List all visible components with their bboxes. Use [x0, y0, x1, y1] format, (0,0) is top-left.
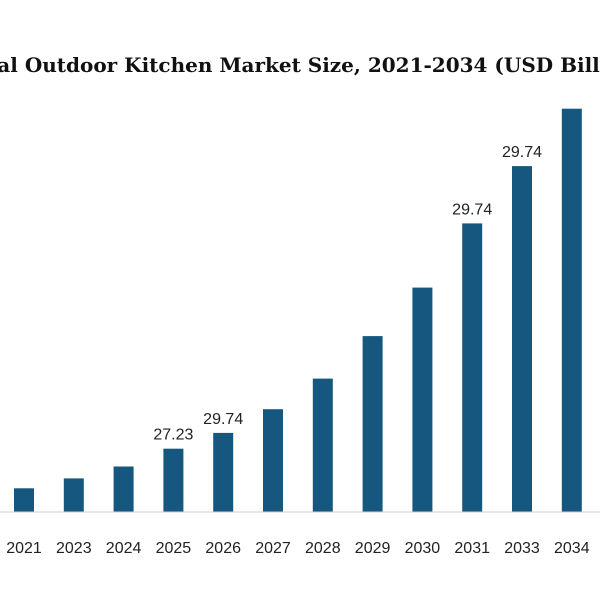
bar-2034: [561, 108, 582, 512]
x-tick-2034: 2034: [554, 540, 590, 557]
x-tick-2030: 2030: [405, 540, 441, 557]
x-tick-2024: 2024: [106, 540, 142, 557]
x-tick-2025: 2025: [156, 540, 192, 557]
bar-2030: [412, 287, 433, 512]
data-label-2026: 29.74: [203, 411, 243, 428]
bar-2021: [14, 488, 34, 512]
bar-2023: [63, 478, 84, 512]
x-tick-2026: 2026: [205, 540, 241, 557]
bar-2024: [113, 466, 134, 512]
chart-title: Global Outdoor Kitchen Market Size, 2021…: [0, 53, 600, 77]
bars-group: [14, 108, 582, 512]
bar-2026: [213, 432, 234, 512]
bar-2029: [362, 336, 383, 512]
x-tick-labels: 2021 2023 2024 2025 2026 2027 2028 2029 2030 2031…: [6, 540, 589, 557]
bar-2033: [512, 166, 532, 512]
x-tick-2027: 2027: [255, 540, 291, 557]
data-label-2025: 27.23: [153, 427, 193, 444]
data-labels: 27.23 29.74 29.74 29.74: [153, 144, 542, 444]
bar-2025: [163, 448, 184, 512]
x-tick-2033: 2033: [504, 540, 540, 557]
x-tick-2028: 2028: [305, 540, 341, 557]
data-label-2033: 29.74: [502, 144, 542, 161]
bar-2027: [263, 409, 283, 512]
data-label-2031: 29.74: [452, 201, 492, 218]
bar-2031: [462, 223, 483, 512]
bar-2028: [312, 378, 333, 512]
x-tick-2031: 2031: [454, 540, 490, 557]
x-tick-2029: 2029: [355, 540, 391, 557]
x-tick-2021: 2021: [6, 540, 42, 557]
x-tick-2023: 2023: [56, 540, 92, 557]
